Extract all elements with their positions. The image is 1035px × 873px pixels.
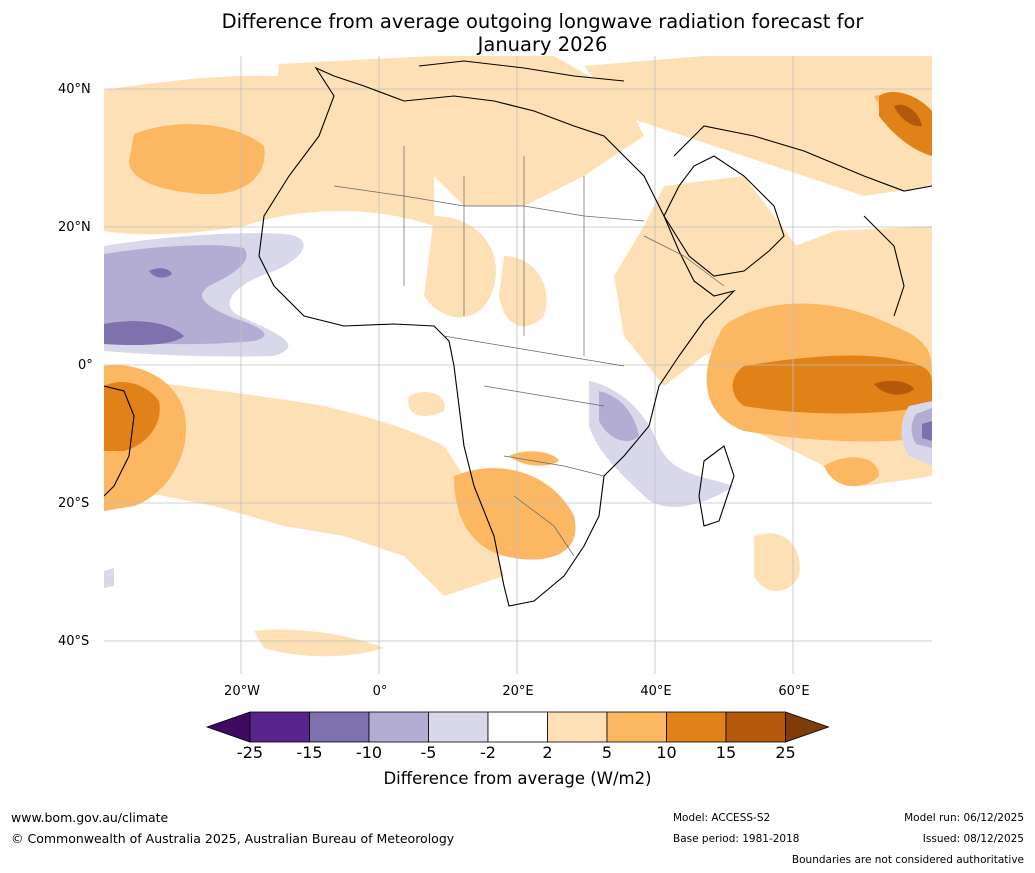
anomaly-10-to-15 bbox=[104, 91, 932, 451]
colorbar-segment bbox=[309, 711, 370, 743]
coastline bbox=[104, 60, 932, 607]
lat-label-40n: 40°N bbox=[58, 82, 91, 97]
colorbar-tick-label: -25 bbox=[236, 743, 264, 762]
colorbar-segment bbox=[666, 711, 727, 743]
footer-issued: Issued: 08/12/2025 bbox=[922, 833, 1024, 845]
country-borders bbox=[333, 146, 725, 557]
lon-label-60e: 60°E bbox=[778, 684, 810, 699]
colorbar-tick-label: 5 bbox=[601, 743, 613, 762]
colorbar-label: Difference from average (W/m2) bbox=[383, 769, 652, 788]
colorbar-segment bbox=[487, 711, 548, 743]
anomaly-neg5-to-neg10 bbox=[104, 245, 932, 448]
anomaly-15-to-25 bbox=[874, 104, 922, 395]
colorbar-segment bbox=[547, 711, 608, 743]
colorbar-segment bbox=[249, 711, 310, 743]
colorbar bbox=[205, 711, 830, 743]
colorbar-tick-label: -5 bbox=[420, 743, 437, 762]
colorbar-extend-high bbox=[785, 711, 830, 743]
colorbar-tick-label: -2 bbox=[480, 743, 496, 762]
footer-model-run: Model run: 06/12/2025 bbox=[904, 812, 1024, 824]
colorbar-tick-label: 10 bbox=[656, 743, 677, 762]
footer-copyright: © Commonwealth of Australia 2025, Austra… bbox=[11, 831, 455, 846]
colorbar-tick-label: -15 bbox=[296, 743, 323, 762]
lat-label-40s: 40°S bbox=[58, 634, 90, 649]
lat-label-0: 0° bbox=[78, 358, 93, 373]
ovr-anomaly-map bbox=[104, 56, 932, 674]
lat-label-20n: 20°N bbox=[58, 220, 91, 235]
lat-label-20s: 20°S bbox=[58, 496, 90, 511]
colorbar-tick-label: 25 bbox=[775, 743, 796, 762]
title-line-1: Difference from average outgoing longwav… bbox=[221, 10, 864, 33]
colorbar-segment bbox=[725, 711, 786, 743]
colorbar-segment bbox=[428, 711, 489, 743]
colorbar-segment bbox=[368, 711, 429, 743]
colorbar-segment bbox=[606, 711, 667, 743]
graticule bbox=[104, 56, 932, 674]
colorbar-tick-label: 2 bbox=[542, 743, 553, 762]
title-line-2: January 2026 bbox=[477, 33, 608, 56]
lon-label-40e: 40°E bbox=[640, 684, 672, 699]
footer-disclaimer: Boundaries are not considered authoritat… bbox=[791, 854, 1024, 866]
lon-label-0: 0° bbox=[372, 684, 388, 699]
colorbar-tick-label: -10 bbox=[355, 743, 383, 762]
colorbar-extend-low bbox=[205, 711, 251, 743]
chart-title: Difference from average outgoing longwav… bbox=[120, 10, 965, 56]
footer-model: Model: ACCESS-S2 bbox=[673, 812, 771, 824]
anomaly-neg10-to-neg15 bbox=[104, 268, 932, 441]
footer-url[interactable]: www.bom.gov.au/climate bbox=[11, 810, 169, 825]
colorbar-tick-label: 15 bbox=[715, 743, 737, 762]
lon-label-20w: 20°W bbox=[224, 684, 260, 699]
footer-base-period: Base period: 1981-2018 bbox=[673, 833, 800, 845]
lon-label-20e: 20°E bbox=[502, 684, 534, 699]
